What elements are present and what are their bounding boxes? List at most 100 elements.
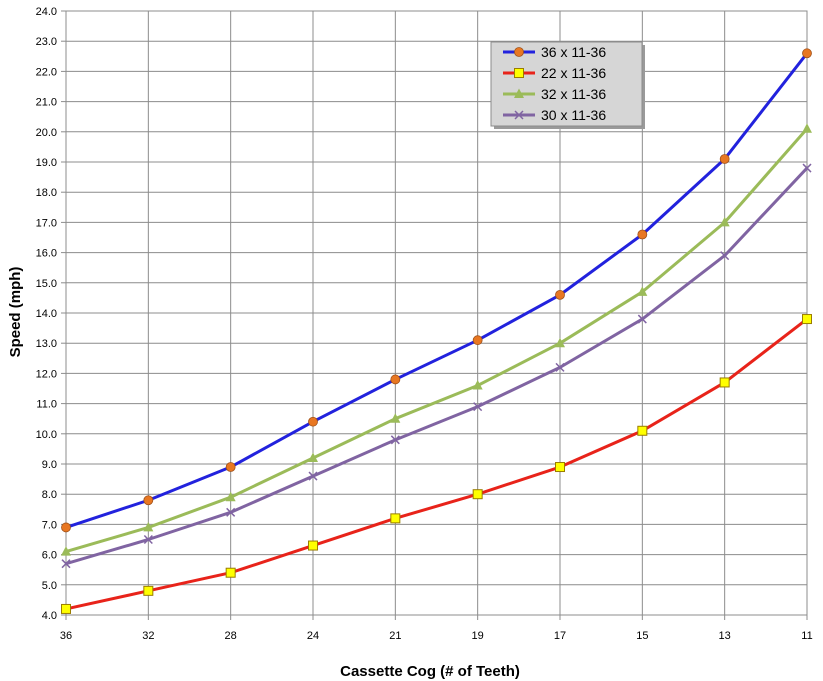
y-tick-label: 5.0	[42, 580, 57, 592]
data-point-triangle	[143, 521, 154, 532]
data-point-square	[719, 377, 730, 388]
y-tick-label: 4.0	[42, 610, 57, 622]
y-axis-title: Speed (mph)	[7, 267, 24, 358]
y-tick-label: 20.0	[36, 127, 57, 139]
data-point-triangle	[308, 452, 318, 462]
legend-item: 36 x 11-36	[503, 44, 606, 60]
x-tick-label: 24	[307, 630, 319, 642]
data-point-square	[555, 462, 565, 473]
series-line	[65, 52, 809, 529]
data-point-triangle	[555, 337, 565, 348]
x-tick-label: 32	[142, 630, 154, 642]
series-line	[65, 317, 808, 611]
data-point-triangle	[225, 491, 236, 502]
plot-area-border	[65, 10, 808, 616]
x-tick-label: 13	[719, 630, 731, 642]
legend: 36 x 11-36 22 x 11-36 32 x 11-36 30 x 11-36	[490, 41, 645, 129]
y-tick-label: 13.0	[36, 338, 57, 350]
data-point-circle	[514, 47, 524, 57]
x-axis-ticks: 36 32 28 24 21 19 17 15 13 11	[60, 630, 813, 642]
data-point-circle	[390, 374, 401, 385]
data-point-square	[514, 68, 524, 78]
data-point-triangle	[514, 88, 524, 98]
gridlines	[61, 10, 808, 620]
data-point-triangle	[802, 123, 812, 133]
x-tick-label: 36	[60, 630, 72, 642]
data-point-circle	[555, 289, 565, 300]
data-point-triangle	[719, 216, 730, 227]
legend-item: 22 x 11-36	[503, 65, 606, 81]
data-point-square	[61, 603, 71, 614]
y-tick-label: 12.0	[36, 368, 57, 380]
data-point-x	[390, 435, 400, 445]
data-point-triangle	[472, 379, 483, 390]
legend-label: 30 x 11-36	[541, 107, 606, 123]
data-point-x	[308, 471, 318, 481]
series-line	[65, 167, 809, 566]
legend-item: 32 x 11-36	[503, 86, 606, 102]
data-point-square	[143, 585, 154, 596]
y-tick-label: 15.0	[36, 278, 57, 290]
series-lines	[61, 48, 812, 614]
data-point-x	[143, 534, 153, 545]
data-point-circle	[802, 48, 812, 59]
data-point-x	[720, 251, 730, 261]
data-point-circle	[143, 495, 154, 506]
x-tick-label: 11	[801, 630, 812, 642]
y-tick-label: 11.0	[36, 399, 57, 411]
y-tick-label: 16.0	[36, 248, 57, 260]
series-30-x-11-36	[61, 163, 812, 569]
series-line	[65, 127, 809, 554]
y-tick-label: 19.0	[36, 157, 57, 169]
legend-label: 22 x 11-36	[541, 65, 606, 81]
y-tick-label: 24.0	[36, 6, 57, 18]
y-tick-label: 7.0	[42, 519, 57, 531]
y-tick-label: 22.0	[36, 66, 57, 78]
data-point-x	[802, 163, 812, 173]
legend-item: 30 x 11-36	[503, 107, 606, 123]
y-tick-label: 8.0	[42, 489, 57, 501]
data-point-square	[390, 513, 401, 524]
data-point-x	[637, 314, 647, 324]
data-point-circle	[637, 229, 648, 240]
data-point-square	[225, 567, 236, 578]
x-tick-label: 19	[472, 630, 484, 642]
data-point-circle	[719, 154, 730, 164]
data-point-square	[308, 540, 318, 551]
y-tick-label: 10.0	[36, 429, 57, 441]
y-tick-label: 6.0	[42, 550, 57, 562]
y-tick-label: 23.0	[36, 36, 57, 48]
x-tick-label: 21	[389, 630, 401, 642]
series-36-x-11-36	[61, 48, 812, 533]
y-tick-label: 14.0	[36, 308, 57, 320]
data-point-triangle	[390, 413, 401, 423]
data-point-x	[226, 507, 236, 517]
data-point-x	[61, 559, 71, 569]
x-tick-label: 17	[554, 630, 566, 642]
y-tick-label: 18.0	[36, 187, 57, 199]
data-point-triangle	[637, 286, 648, 296]
y-tick-label: 17.0	[36, 217, 57, 229]
data-point-circle	[61, 522, 71, 533]
y-tick-label: 9.0	[42, 459, 57, 471]
data-point-circle	[308, 416, 318, 427]
y-tick-label: 21.0	[36, 97, 57, 109]
data-point-square	[637, 425, 648, 436]
data-point-square	[472, 489, 483, 500]
legend-label: 32 x 11-36	[541, 86, 606, 102]
x-tick-label: 28	[225, 630, 237, 642]
data-point-square	[802, 314, 812, 325]
series-22-x-11-36	[61, 314, 812, 614]
series-32-x-11-36	[61, 123, 812, 556]
data-point-triangle	[61, 546, 71, 556]
x-axis-title: Cassette Cog (# of Teeth)	[340, 663, 520, 680]
data-point-x	[514, 110, 524, 120]
data-point-circle	[472, 335, 483, 346]
data-point-x	[473, 402, 483, 412]
data-point-x	[555, 362, 565, 372]
y-axis-ticks: 4.0 5.0 6.0 7.0 8.0 9.0 10.0 11.0 12.0 13.0 14.0 15…	[36, 6, 57, 622]
data-point-circle	[225, 462, 236, 472]
x-tick-label: 15	[636, 630, 648, 642]
